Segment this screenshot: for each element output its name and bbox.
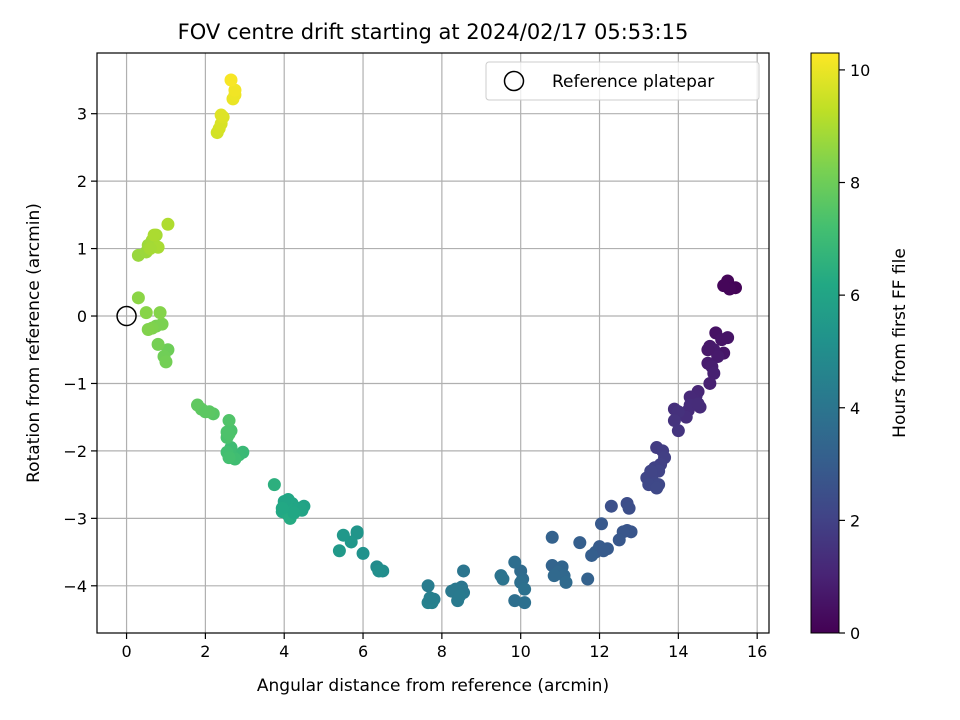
data-point xyxy=(356,546,370,560)
data-point xyxy=(596,544,610,558)
data-point xyxy=(457,564,471,578)
colorbar-gradient xyxy=(810,52,840,634)
data-point xyxy=(151,337,165,351)
data-point xyxy=(650,481,664,495)
x-tick-label: 2 xyxy=(200,642,210,661)
data-point xyxy=(155,317,169,331)
data-point xyxy=(139,306,153,320)
data-point xyxy=(161,217,175,231)
y-tick-label: 0 xyxy=(77,307,87,326)
y-tick-label: −4 xyxy=(63,577,87,596)
data-point xyxy=(350,525,364,539)
data-point xyxy=(421,579,435,593)
grid-lines xyxy=(97,53,769,633)
data-point xyxy=(717,279,731,293)
data-point xyxy=(585,548,599,562)
legend-label: Reference platepar xyxy=(552,72,714,92)
colorbar-tick-label: 6 xyxy=(850,286,860,305)
x-axis-ticks: 0 2 4 6 8 10 12 14 16 xyxy=(121,633,767,661)
data-point xyxy=(508,594,522,608)
colorbar-tick-label: 2 xyxy=(850,511,860,530)
data-point xyxy=(518,582,532,596)
reference-marker xyxy=(116,305,137,327)
data-point xyxy=(721,331,735,345)
data-point xyxy=(220,425,234,439)
data-point xyxy=(222,414,236,428)
reference-platepar-point xyxy=(116,305,137,327)
x-tick-label: 10 xyxy=(511,642,531,661)
data-point xyxy=(622,501,636,515)
y-tick-label: −3 xyxy=(63,509,87,528)
y-tick-label: −1 xyxy=(63,374,87,393)
data-point xyxy=(701,343,715,357)
x-axis-label: Angular distance from reference (arcmin) xyxy=(257,676,609,696)
data-point xyxy=(604,499,618,513)
data-point xyxy=(423,591,437,605)
data-point xyxy=(332,544,346,558)
data-point xyxy=(141,323,155,337)
data-point xyxy=(691,397,705,411)
data-point xyxy=(594,517,608,531)
colorbar-tick-label: 8 xyxy=(850,174,860,193)
y-axis-ticks: −4 −3 −2 −1 0 1 2 3 xyxy=(63,105,97,596)
data-point xyxy=(198,405,212,419)
data-point xyxy=(711,349,725,363)
data-point xyxy=(707,366,721,380)
plot-frame xyxy=(96,52,770,634)
colorbar: 0 2 4 6 8 10 Hours from first FF file xyxy=(810,52,910,643)
data-point xyxy=(275,501,289,515)
data-point xyxy=(496,572,510,586)
data-point xyxy=(573,536,587,550)
x-tick-label: 16 xyxy=(747,642,767,661)
x-tick-label: 0 xyxy=(121,642,131,661)
colorbar-ticks: 0 2 4 6 8 10 xyxy=(839,61,870,643)
data-point xyxy=(228,83,242,97)
data-point xyxy=(372,564,386,578)
legend: Reference platepar xyxy=(485,61,760,101)
data-point xyxy=(222,451,236,465)
data-point xyxy=(147,228,161,242)
colorbar-label: Hours from first FF file xyxy=(890,248,910,438)
y-tick-label: 3 xyxy=(77,105,87,124)
data-point xyxy=(703,376,717,390)
data-point xyxy=(159,355,173,369)
data-point xyxy=(644,464,658,478)
data-point xyxy=(508,555,522,569)
y-tick-label: 1 xyxy=(77,240,87,259)
data-point xyxy=(287,506,301,520)
data-point xyxy=(545,530,559,544)
data-point xyxy=(671,424,685,438)
colorbar-tick-label: 4 xyxy=(850,399,860,418)
data-point xyxy=(214,108,228,122)
legend-box xyxy=(485,61,760,101)
scatter-points xyxy=(131,73,742,610)
data-point xyxy=(451,594,465,608)
data-point xyxy=(559,575,573,589)
data-point xyxy=(547,569,561,583)
x-tick-label: 4 xyxy=(279,642,289,661)
data-point xyxy=(131,291,145,305)
legend-marker xyxy=(503,70,525,92)
x-tick-label: 6 xyxy=(358,642,368,661)
data-point xyxy=(612,533,626,547)
data-point xyxy=(667,414,681,428)
data-point xyxy=(224,73,238,87)
chart-title: FOV centre drift starting at 2024/02/17 … xyxy=(178,20,689,44)
colorbar-tick-label: 0 xyxy=(850,624,860,643)
data-point xyxy=(153,306,167,320)
y-axis-label: Rotation from reference (arcmin) xyxy=(24,203,44,483)
y-tick-label: 2 xyxy=(77,172,87,191)
data-point xyxy=(581,572,595,586)
data-point xyxy=(267,478,281,492)
data-point xyxy=(336,528,350,542)
x-tick-label: 8 xyxy=(437,642,447,661)
data-point xyxy=(518,596,532,610)
colorbar-tick-label: 10 xyxy=(850,61,870,80)
x-tick-label: 12 xyxy=(589,642,609,661)
x-tick-label: 14 xyxy=(668,642,688,661)
y-tick-label: −2 xyxy=(63,442,87,461)
data-point xyxy=(143,242,157,256)
